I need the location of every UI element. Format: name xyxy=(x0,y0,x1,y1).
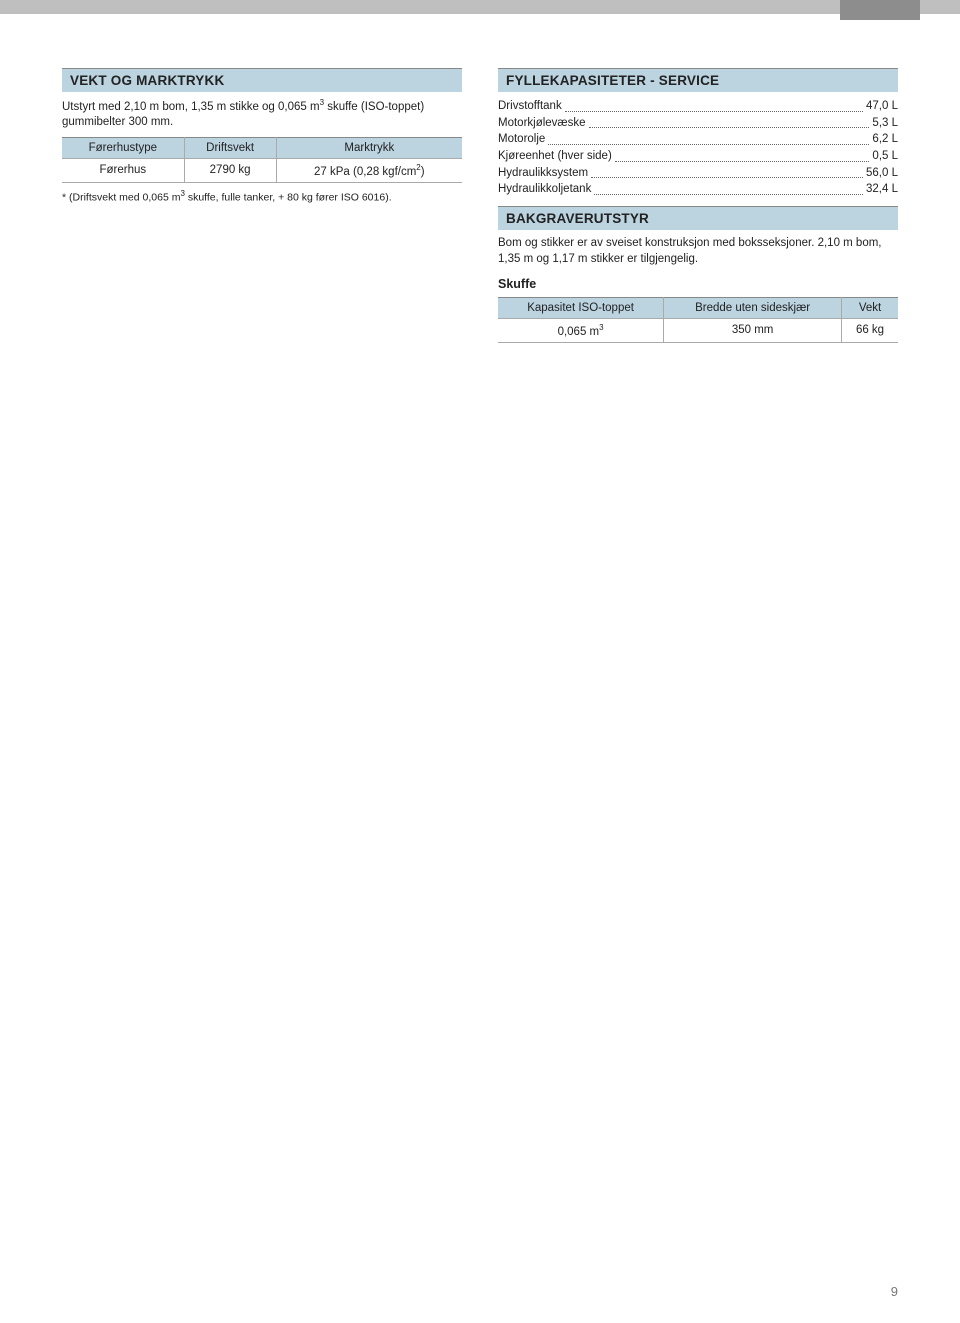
heading-vekt-og-marktrykk: VEKT OG MARKTRYKK xyxy=(62,68,462,92)
capacities-list: Drivstofftank 47,0 L Motorkjølevæske 5,3… xyxy=(498,98,898,198)
th-kapasitet: Kapasitet ISO-toppet xyxy=(498,298,664,319)
td-driftsvekt-val: 2790 kg xyxy=(184,158,276,182)
top-gray-bar xyxy=(0,0,960,14)
page-number: 9 xyxy=(891,1284,898,1299)
footnote-b: skuffe, fulle tanker, + 80 kg fører ISO … xyxy=(185,191,392,203)
cap-row-1: Motorkjølevæske 5,3 L xyxy=(498,115,898,132)
cap-value: 6,2 L xyxy=(872,131,898,148)
dots xyxy=(548,131,869,145)
th-vekt: Vekt xyxy=(842,298,898,319)
dots xyxy=(565,98,863,112)
th-marktrykk: Marktrykk xyxy=(276,137,462,158)
td-forerhus: Førerhus xyxy=(62,158,184,182)
table-row: 0,065 m3 350 mm 66 kg xyxy=(498,319,898,343)
cap-label: Kjøreenhet (hver side) xyxy=(498,148,612,165)
cap-label: Motorkjølevæske xyxy=(498,115,586,132)
cap-row-5: Hydraulikkoljetank 32,4 L xyxy=(498,181,898,198)
cap-label: Hydraulikksystem xyxy=(498,165,588,182)
footnote-a: * (Driftsvekt med 0,065 m xyxy=(62,191,180,203)
vekt-intro-part-a: Utstyrt med 2,10 m bom, 1,35 m stikke og… xyxy=(62,101,320,113)
cap-row-3: Kjøreenhet (hver side) 0,5 L xyxy=(498,148,898,165)
cap-row-2: Motorolje 6,2 L xyxy=(498,131,898,148)
cap-row-0: Drivstofftank 47,0 L xyxy=(498,98,898,115)
cap-value: 56,0 L xyxy=(866,165,898,182)
skuffe-table: Kapasitet ISO-toppet Bredde uten sideskj… xyxy=(498,297,898,343)
table-header-row: Førerhustype Driftsvekt Marktrykk xyxy=(62,137,462,158)
cap-value: 32,4 L xyxy=(866,181,898,198)
kap-a: 0,065 m xyxy=(558,326,600,338)
vekt-table: Førerhustype Driftsvekt Marktrykk Førerh… xyxy=(62,137,462,183)
dots xyxy=(591,165,863,179)
marktrykk-a: 27 kPa (0,28 kgf/cm xyxy=(314,166,416,178)
cap-value: 0,5 L xyxy=(872,148,898,165)
right-column: FYLLEKAPASITETER - SERVICE Drivstofftank… xyxy=(498,68,898,349)
th-bredde: Bredde uten sideskjær xyxy=(664,298,842,319)
marktrykk-b: ) xyxy=(421,166,425,178)
td-marktrykk-val: 27 kPa (0,28 kgf/cm2) xyxy=(276,158,462,182)
bak-text: Bom og stikker er av sveiset konstruksjo… xyxy=(498,236,898,267)
cap-label: Hydraulikkoljetank xyxy=(498,181,591,198)
cap-row-4: Hydraulikksystem 56,0 L xyxy=(498,165,898,182)
heading-bakgraverutstyr: BAKGRAVERUTSTYR xyxy=(498,206,898,230)
dots xyxy=(615,148,870,162)
th-driftsvekt: Driftsvekt xyxy=(184,137,276,158)
table-header-row: Kapasitet ISO-toppet Bredde uten sideskj… xyxy=(498,298,898,319)
dots xyxy=(594,181,863,195)
cap-value: 5,3 L xyxy=(872,115,898,132)
th-forerhustype: Førerhustype xyxy=(62,137,184,158)
cap-value: 47,0 L xyxy=(866,98,898,115)
td-vekt: 66 kg xyxy=(842,319,898,343)
table-row: Førerhus 2790 kg 27 kPa (0,28 kgf/cm2) xyxy=(62,158,462,182)
skuffe-subheading: Skuffe xyxy=(498,277,898,291)
page-content: VEKT OG MARKTRYKK Utstyrt med 2,10 m bom… xyxy=(0,14,960,349)
heading-fyllekapasiteter: FYLLEKAPASITETER - SERVICE xyxy=(498,68,898,92)
cap-label: Drivstofftank xyxy=(498,98,562,115)
td-kapasitet: 0,065 m3 xyxy=(498,319,664,343)
td-bredde: 350 mm xyxy=(664,319,842,343)
vekt-intro-text: Utstyrt med 2,10 m bom, 1,35 m stikke og… xyxy=(62,98,462,131)
vekt-footnote: * (Driftsvekt med 0,065 m3 skuffe, fulle… xyxy=(62,189,462,204)
cap-label: Motorolje xyxy=(498,131,545,148)
top-dark-tab xyxy=(840,0,920,20)
sup-3c: 3 xyxy=(599,323,603,332)
dots xyxy=(589,115,870,129)
left-column: VEKT OG MARKTRYKK Utstyrt med 2,10 m bom… xyxy=(62,68,462,349)
